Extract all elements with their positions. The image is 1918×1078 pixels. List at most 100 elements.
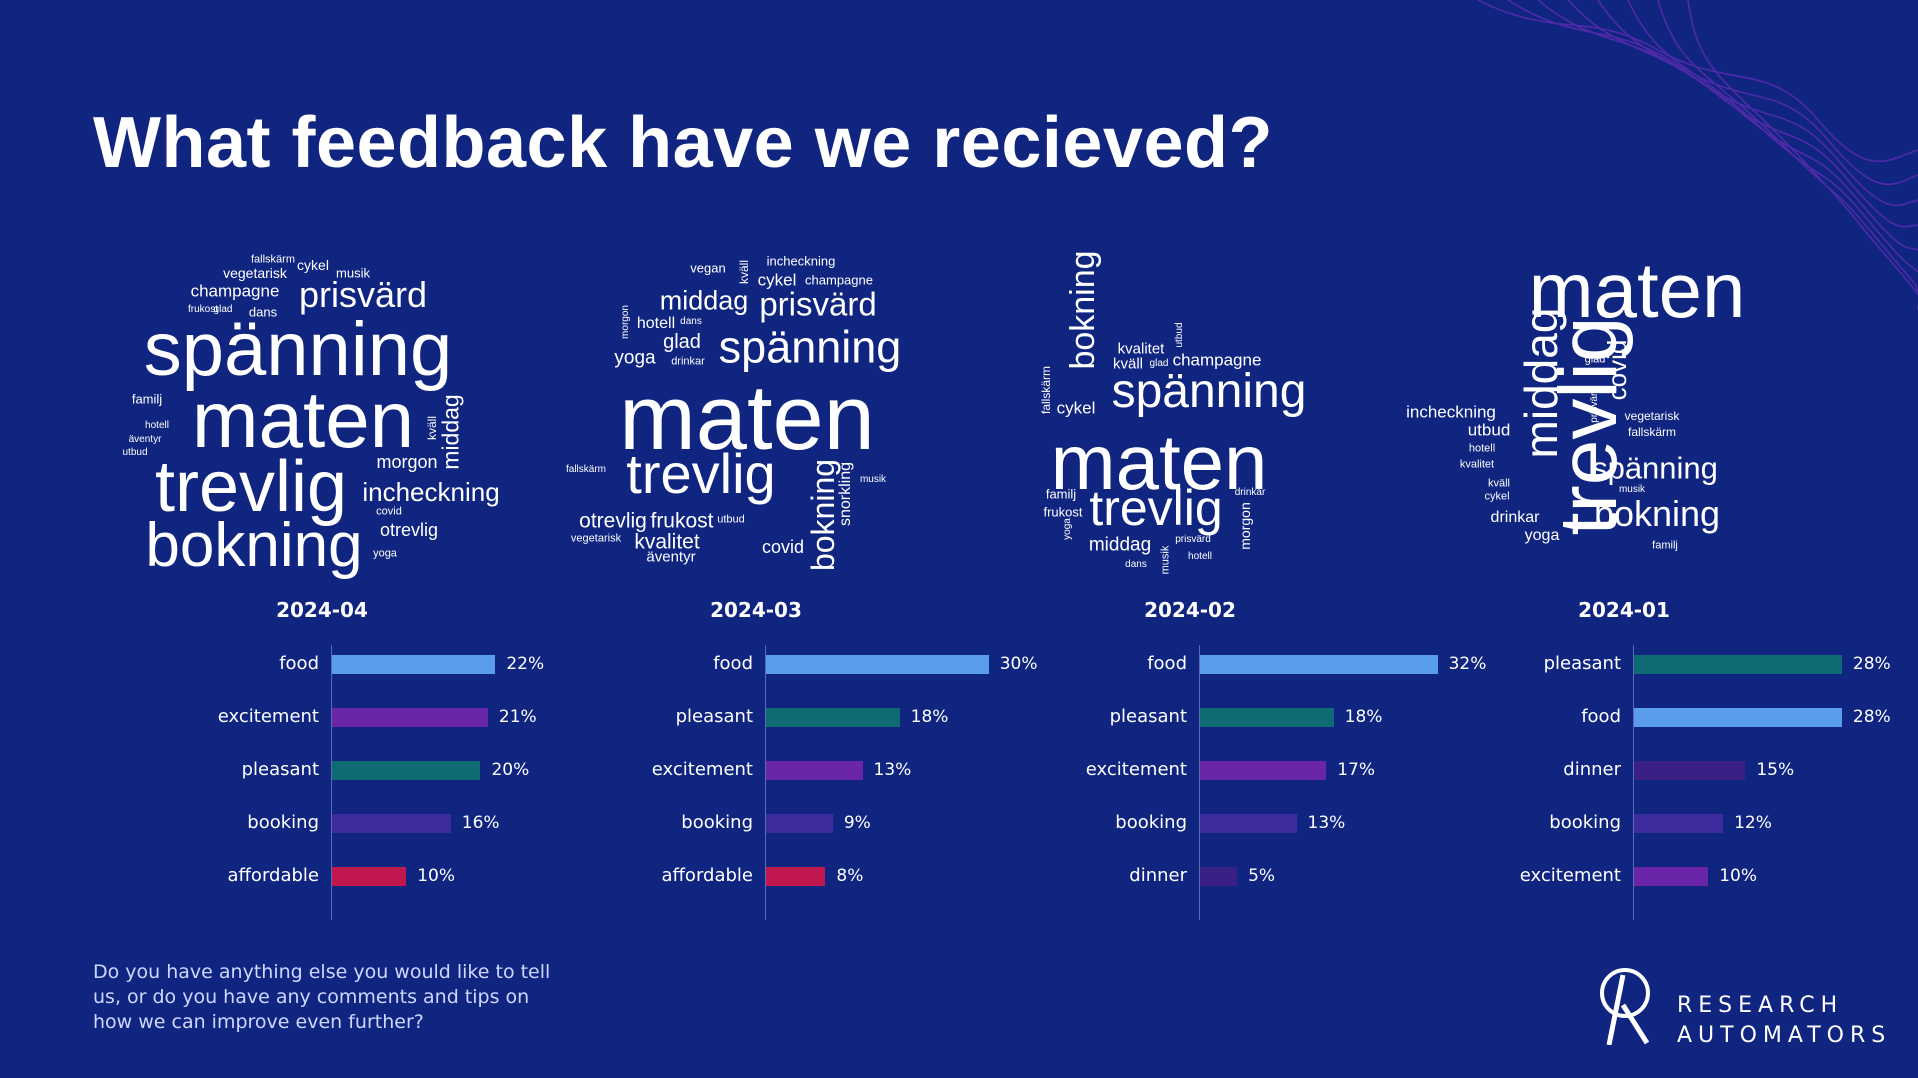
bar-value-label: 16% bbox=[461, 813, 500, 833]
cloud-word: kväll bbox=[425, 415, 439, 441]
cloud-word: champagne bbox=[1172, 350, 1262, 370]
cloud-word: spänning bbox=[143, 307, 453, 392]
cloud-word: spänning bbox=[1111, 365, 1307, 418]
bar-booking bbox=[332, 814, 451, 833]
bar-axis-line bbox=[331, 645, 332, 920]
bar-category-label: pleasant bbox=[1543, 653, 1621, 674]
cloud-word: utbud bbox=[1467, 420, 1511, 440]
bar-category-label: affordable bbox=[227, 865, 320, 886]
panel-2024-03: vegan kväll incheckning cykel champagne … bbox=[539, 240, 1038, 930]
research-automators-logo: RESEARCH AUTOMATORS bbox=[1593, 965, 1893, 1048]
cloud-word: hotell bbox=[1468, 442, 1496, 455]
bar-value-label: 10% bbox=[417, 866, 456, 886]
cloud-word: fallskärm bbox=[565, 464, 607, 475]
bar-dinner bbox=[1200, 867, 1238, 886]
cloud-word: middag bbox=[437, 394, 464, 470]
cloud-word: otrevlig bbox=[579, 509, 647, 533]
word-cloud: bokning utbud kvalitet kväll glad champa… bbox=[973, 240, 1407, 580]
cloud-word: hotell bbox=[636, 315, 676, 332]
cloud-word: prisvärd bbox=[298, 274, 428, 315]
cloud-word: frukost bbox=[187, 304, 219, 315]
cloud-word: bokning bbox=[1593, 493, 1721, 534]
cloud-word: bokning bbox=[145, 511, 363, 580]
bar-chart: food 30% pleasant 18% excitement 13% booking 9%… bbox=[539, 645, 1038, 930]
bar-category-label: booking bbox=[681, 812, 753, 833]
bar-axis-line bbox=[1199, 645, 1200, 920]
bar-food bbox=[1200, 655, 1438, 674]
bar-value-label: 17% bbox=[1337, 760, 1375, 780]
cloud-word: vegetarisk bbox=[1624, 409, 1680, 423]
bar-chart: pleasant 28% food 28% dinner 15% booking 12% exc… bbox=[1407, 645, 1891, 930]
bar-booking bbox=[766, 814, 833, 833]
bar-category-label: excitement bbox=[1519, 865, 1621, 886]
bar-category-label: pleasant bbox=[241, 759, 319, 780]
cloud-word: drinkar bbox=[1234, 487, 1266, 498]
bar-category-label: booking bbox=[1115, 812, 1187, 833]
cloud-word: prisvärd bbox=[1589, 387, 1600, 423]
bar-value-label: 12% bbox=[1734, 813, 1772, 833]
bar-value-label: 13% bbox=[1307, 813, 1346, 833]
bar-value-label: 30% bbox=[999, 654, 1038, 674]
bar-value-label: 5% bbox=[1248, 866, 1276, 886]
cloud-word: kväll bbox=[1112, 355, 1144, 373]
brand-line-2: AUTOMATORS bbox=[1677, 1023, 1892, 1048]
cloud-word: morgon bbox=[620, 305, 631, 339]
cloud-word: bokning bbox=[805, 458, 841, 572]
cloud-word: cykel bbox=[757, 270, 797, 290]
cloud-word: fallskärm bbox=[250, 253, 296, 266]
cloud-word: musik bbox=[336, 265, 370, 281]
cloud-word: musik bbox=[1159, 545, 1172, 575]
bar-category-label: excitement bbox=[651, 759, 753, 780]
cloud-word: trevlig bbox=[154, 447, 348, 527]
bar-value-label: 18% bbox=[910, 707, 949, 727]
cloud-word: spänning bbox=[1592, 450, 1718, 486]
bar-excitement bbox=[1200, 761, 1327, 780]
bar-category-label: food bbox=[713, 653, 753, 674]
brand-line-1: RESEARCH bbox=[1677, 993, 1844, 1018]
cloud-word: dans bbox=[680, 316, 702, 327]
cloud-word: kvalitet bbox=[634, 530, 700, 554]
cloud-word: otrevlig bbox=[379, 520, 439, 540]
logo-mark-icon bbox=[1600, 968, 1650, 1045]
cloud-word: hotell bbox=[1188, 551, 1212, 562]
bar-category-label: pleasant bbox=[675, 706, 753, 727]
cloud-word: cykel bbox=[297, 257, 329, 273]
bar-value-label: 8% bbox=[836, 866, 864, 886]
bar-value-label: 10% bbox=[1719, 866, 1758, 886]
cloud-word: yoga bbox=[1062, 518, 1073, 540]
cloud-word: yoga bbox=[1524, 527, 1560, 544]
cloud-word: drinkar bbox=[1490, 509, 1540, 526]
bar-value-label: 20% bbox=[491, 760, 530, 780]
cloud-word: covid bbox=[761, 537, 805, 557]
bar-category-label: booking bbox=[1549, 812, 1621, 833]
period-label: 2024-02 bbox=[1144, 598, 1236, 622]
word-cloud: maten glad middag covid trevlig incheckn… bbox=[1406, 240, 1841, 580]
bar-value-label: 22% bbox=[506, 654, 545, 674]
cloud-word: familj bbox=[1045, 486, 1077, 502]
cloud-word: cykel bbox=[1056, 398, 1096, 418]
bar-affordable bbox=[332, 867, 407, 886]
cloud-word: hotell bbox=[145, 420, 169, 431]
bar-category-label: excitement bbox=[1085, 759, 1187, 780]
cloud-word: kvalitet bbox=[1459, 458, 1495, 471]
cloud-word: utbud bbox=[1174, 322, 1185, 348]
cloud-word: kväll bbox=[737, 259, 751, 285]
cloud-word: maten bbox=[1050, 418, 1268, 506]
bar-value-label: 21% bbox=[498, 707, 537, 727]
cloud-word: spänning bbox=[718, 321, 902, 373]
bar-booking bbox=[1634, 814, 1724, 833]
cloud-word: utbud bbox=[122, 447, 148, 458]
bar-dinner bbox=[1634, 761, 1746, 780]
period-label: 2024-01 bbox=[1578, 598, 1670, 622]
cloud-word: morgon bbox=[376, 452, 438, 472]
bar-affordable bbox=[766, 867, 826, 886]
bar-chart: food 22% excitement 21% pleasant 20% booking 16… bbox=[105, 645, 544, 930]
word-cloud: fallskärm cykel vegetarisk musik champag… bbox=[105, 240, 539, 580]
period-label: 2024-04 bbox=[276, 598, 368, 622]
bar-category-label: dinner bbox=[1563, 759, 1621, 780]
bar-category-label: affordable bbox=[661, 865, 754, 886]
panel-2024-02: bokning utbud kvalitet kväll glad champa… bbox=[973, 240, 1486, 930]
bar-value-label: 13% bbox=[873, 760, 912, 780]
bar-axis-line bbox=[1633, 645, 1634, 920]
cloud-word: drinkar bbox=[671, 355, 705, 368]
